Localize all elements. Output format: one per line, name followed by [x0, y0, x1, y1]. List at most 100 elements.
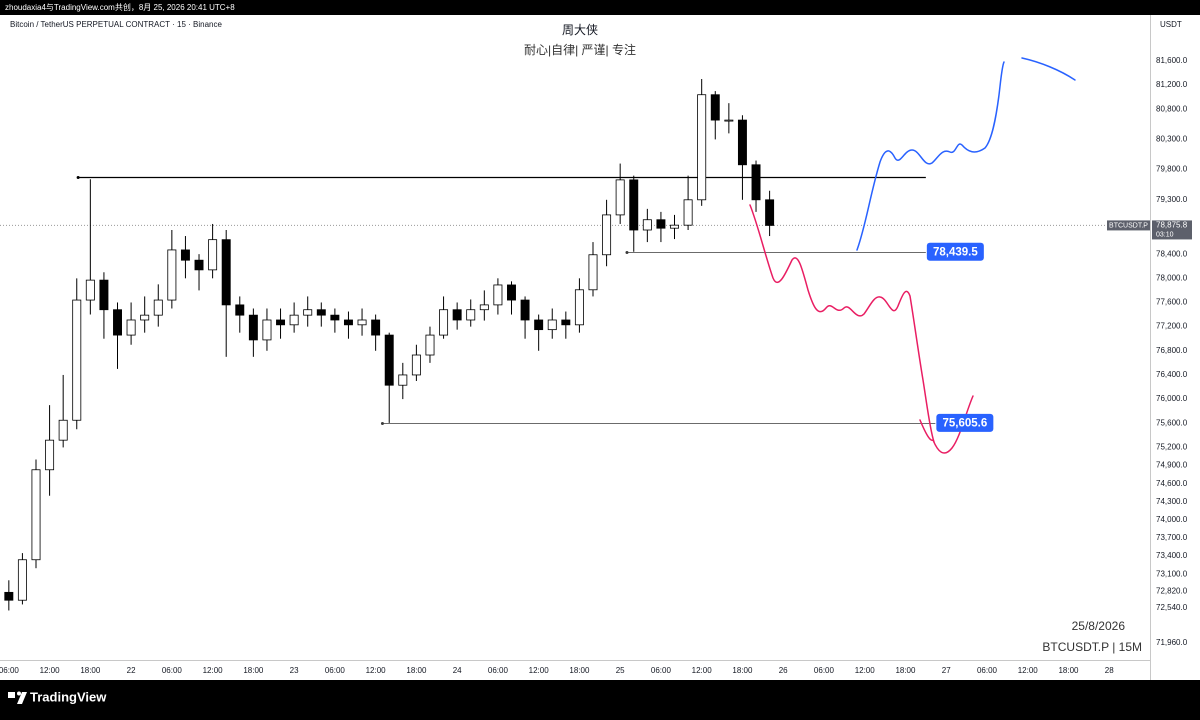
x-tick-label: 12:00: [855, 666, 876, 675]
candle-body: [425, 334, 435, 356]
x-tick-label: 06:00: [651, 666, 672, 675]
candle-body: [683, 199, 693, 226]
y-tick-label: 72,540.0: [1156, 603, 1188, 612]
chart-title: 周大侠: [562, 23, 598, 37]
candle-body: [697, 94, 707, 201]
y-tick-label: 77,200.0: [1156, 322, 1188, 331]
candle-body: [180, 249, 190, 261]
y-tick-label: 72,820.0: [1156, 586, 1188, 595]
drawings: [749, 57, 1076, 454]
x-tick-label: 06:00: [814, 666, 835, 675]
price-label-box: [926, 242, 984, 261]
y-tick-label: 73,100.0: [1156, 569, 1188, 578]
candle-body: [45, 439, 55, 471]
candle-body: [547, 319, 557, 331]
candle-body: [262, 319, 272, 341]
chart-subtitle: 耐心|自律| 严谨| 专注: [524, 42, 636, 57]
candle-body: [561, 319, 571, 326]
header-text: zhoudaxia4与TradingView.com共创，8月 25, 2026…: [5, 2, 235, 12]
countdown-label: 03:10: [1156, 231, 1174, 238]
brand-logo: [8, 691, 27, 704]
candle-body: [140, 314, 150, 321]
currency-label: USDT: [1160, 20, 1182, 29]
candle-body: [466, 309, 476, 321]
bottom-bar: [0, 680, 1200, 715]
x-tick-label: 06:00: [0, 666, 19, 675]
x-tick-label: 06:00: [325, 666, 346, 675]
candle-body: [710, 94, 720, 121]
x-tick-label: 18:00: [569, 666, 590, 675]
y-tick-label: 80,300.0: [1156, 135, 1188, 144]
x-tick-label: 25: [616, 666, 625, 675]
candle-body: [208, 239, 218, 271]
y-tick-label: 73,400.0: [1156, 551, 1188, 560]
candle-body: [724, 119, 734, 122]
candle-body: [289, 314, 299, 326]
candle-body: [126, 319, 136, 336]
candle-body: [153, 299, 163, 316]
top-bar: [0, 0, 1200, 15]
candle-body: [4, 591, 14, 601]
candle-body: [574, 289, 584, 326]
projection-arc: [1021, 57, 1076, 81]
y-tick-label: 80,800.0: [1156, 104, 1188, 113]
candle-body: [615, 179, 625, 216]
y-tick-label: 76,800.0: [1156, 346, 1188, 355]
logo-mark: [17, 692, 27, 704]
candle-body: [31, 469, 41, 561]
candle-body: [343, 319, 353, 326]
candle-body: [670, 224, 679, 229]
candle-body: [534, 319, 544, 331]
candle-body: [479, 304, 489, 311]
watermark-symbol: BTCUSDT.P | 15M: [1042, 640, 1142, 654]
x-tick-label: 12:00: [366, 666, 387, 675]
x-tick-label: 23: [290, 666, 299, 675]
y-tick-label: 76,400.0: [1156, 370, 1188, 379]
y-tick-label: 74,900.0: [1156, 461, 1188, 470]
y-tick-label: 81,200.0: [1156, 80, 1188, 89]
candle-body: [656, 219, 666, 229]
candle-body: [194, 259, 204, 271]
candle-body: [371, 319, 381, 336]
candle-body: [167, 249, 177, 301]
last-price-label: 78,875.8: [1156, 221, 1188, 230]
logo-mark: [17, 691, 21, 696]
y-tick-label: 74,000.0: [1156, 515, 1188, 524]
candle-body: [751, 164, 761, 201]
candle-body: [629, 179, 639, 231]
symbol-tag: [1107, 220, 1150, 231]
y-tick-label: 75,200.0: [1156, 443, 1188, 452]
candle-body: [520, 299, 530, 321]
candle-body: [357, 319, 367, 326]
x-tick-label: 18:00: [243, 666, 264, 675]
candle-body: [737, 119, 747, 166]
y-tick-label: 74,600.0: [1156, 479, 1188, 488]
y-tick-label: 78,400.0: [1156, 249, 1188, 258]
symbol-tag-text: BTCUSDT.P: [1109, 222, 1148, 229]
candle-body: [398, 374, 408, 386]
symbol-description: Bitcoin / TetherUS PERPETUAL CONTRACT · …: [10, 20, 222, 29]
candle-body: [72, 299, 82, 421]
y-tick-label: 81,600.0: [1156, 56, 1188, 65]
logo-mark: [8, 692, 15, 698]
line-anchor: [625, 251, 629, 254]
candle-body: [765, 199, 775, 226]
line-anchor: [76, 176, 80, 179]
candle-body: [235, 304, 245, 316]
y-tick-label: 78,000.0: [1156, 273, 1188, 282]
candle-body: [384, 334, 394, 386]
price-label-box: [936, 413, 994, 432]
line-anchor: [380, 422, 384, 425]
y-tick-label: 74,300.0: [1156, 497, 1188, 506]
chart-background: [0, 15, 1200, 680]
y-tick-label: 76,000.0: [1156, 394, 1188, 403]
x-tick-label: 18:00: [80, 666, 101, 675]
price-label: 78,439.5: [933, 246, 978, 258]
candle-body: [303, 309, 313, 316]
price-label: 75,605.6: [942, 417, 987, 429]
y-tick-label: 79,300.0: [1156, 195, 1188, 204]
candle-body: [316, 309, 326, 316]
x-tick-label: 06:00: [162, 666, 183, 675]
